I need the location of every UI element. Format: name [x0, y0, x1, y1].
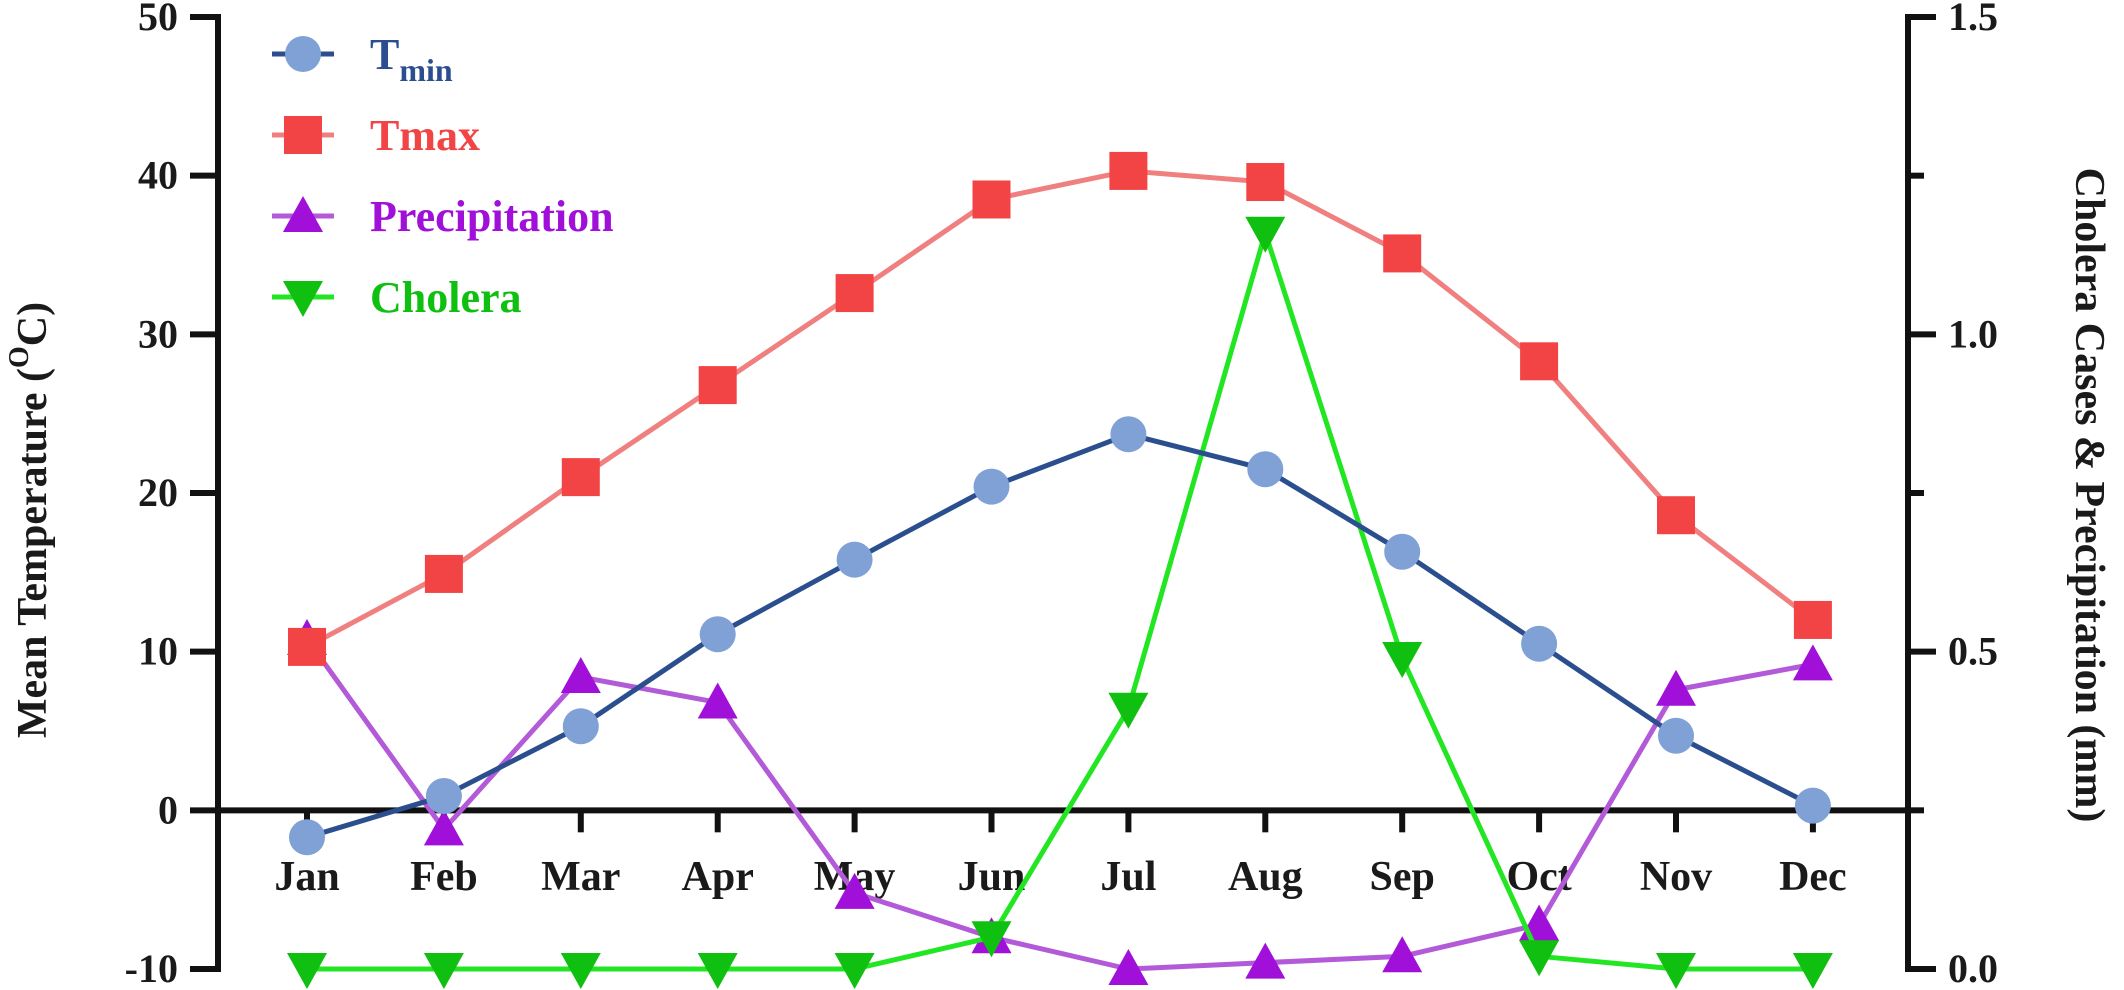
legend-label: Tmax — [370, 111, 480, 160]
left-tick-label: -10 — [125, 946, 178, 990]
legend-item: Tmin — [272, 30, 453, 88]
series-1 — [289, 416, 1831, 856]
data-point — [1656, 669, 1696, 706]
left-tick-label: 30 — [138, 311, 178, 356]
data-point — [972, 180, 1011, 219]
legend: Tmin Tmax Precipitation Cholera — [272, 30, 614, 322]
data-point — [560, 953, 601, 989]
series-4 — [287, 216, 1833, 989]
data-point — [1793, 600, 1832, 639]
data-point — [697, 682, 738, 719]
series-line — [305, 168, 1815, 650]
x-tick-label: Aug — [1228, 854, 1303, 900]
legend-label: Cholera — [370, 273, 522, 322]
legend-item: Tmax — [272, 111, 480, 160]
data-point — [1382, 936, 1423, 973]
data-point — [1794, 787, 1831, 824]
data-point — [1246, 163, 1285, 202]
data-point — [835, 274, 874, 313]
right-tick-label: 0.5 — [1948, 629, 1998, 674]
data-point — [1109, 151, 1148, 190]
data-point — [1792, 953, 1833, 989]
series-2 — [288, 151, 1832, 666]
x-tick-label: Apr — [682, 854, 754, 900]
x-tick-label: Jul — [1100, 854, 1156, 900]
data-point — [423, 953, 464, 989]
data-point — [973, 468, 1010, 505]
data-point — [836, 541, 873, 578]
series-layer — [287, 151, 1833, 989]
legend-item: Precipitation — [272, 192, 614, 241]
data-point — [1108, 949, 1149, 985]
data-point — [561, 458, 600, 497]
data-point — [287, 953, 327, 989]
data-point — [425, 778, 462, 815]
data-point — [1657, 496, 1695, 535]
x-tick-label: Jan — [274, 854, 339, 900]
right-tick-label: 0.0 — [1948, 946, 1998, 990]
legend-marker — [284, 116, 322, 154]
series-line — [304, 637, 1814, 972]
left-axis-title: Mean Temperature (OC) — [4, 302, 56, 738]
data-point — [1110, 416, 1147, 453]
data-point — [1521, 625, 1558, 662]
data-point — [562, 708, 599, 745]
data-point — [834, 872, 875, 909]
x-tick-label: Feb — [410, 854, 478, 900]
data-point — [698, 366, 737, 405]
data-point — [288, 627, 326, 666]
data-point — [1384, 533, 1421, 570]
data-point — [289, 819, 325, 856]
legend-marker — [285, 36, 321, 72]
data-point — [1792, 644, 1833, 681]
x-tick-label: Oct — [1506, 854, 1571, 900]
data-point — [560, 657, 601, 694]
data-point — [699, 616, 736, 653]
right-axis-title: Cholera Cases & Precipitation (mm) — [2066, 168, 2112, 823]
data-point — [1247, 451, 1284, 488]
data-point — [971, 921, 1012, 958]
legend-marker — [283, 281, 323, 317]
left-tick-label: 40 — [138, 153, 178, 198]
axes-layer: -10010203040500.00.51.01.5JanFebMarAprMa… — [125, 0, 1998, 990]
data-point — [1245, 942, 1286, 979]
left-tick-label: 10 — [138, 629, 178, 674]
left-tick-label: 50 — [138, 0, 178, 39]
data-point — [423, 809, 464, 846]
data-point — [1245, 216, 1286, 253]
data-point — [1656, 953, 1696, 989]
x-tick-label: Jun — [958, 854, 1026, 900]
data-point — [1108, 692, 1149, 729]
data-point — [1519, 940, 1560, 977]
right-tick-label: 1.0 — [1948, 311, 1998, 356]
series-line — [306, 431, 1815, 840]
legend-item: Cholera — [272, 273, 522, 322]
data-point — [1658, 717, 1694, 754]
data-point — [1520, 342, 1559, 381]
x-tick-label: Nov — [1640, 854, 1712, 900]
data-point — [1382, 642, 1423, 679]
legend-marker — [283, 196, 323, 232]
series-line — [307, 230, 1813, 972]
left-tick-label: 20 — [138, 470, 178, 515]
left-tick-label: 0 — [158, 787, 178, 832]
x-tick-label: Mar — [541, 854, 620, 900]
data-point — [424, 554, 463, 593]
data-point — [834, 953, 875, 989]
x-tick-label: Sep — [1370, 854, 1435, 900]
data-point — [1383, 234, 1422, 273]
x-tick-label: Dec — [1779, 854, 1847, 900]
series-3 — [287, 618, 1833, 985]
right-tick-label: 1.5 — [1948, 0, 1998, 39]
legend-label: Tmin — [370, 30, 453, 88]
data-point — [697, 953, 738, 989]
legend-label: Precipitation — [370, 192, 614, 241]
